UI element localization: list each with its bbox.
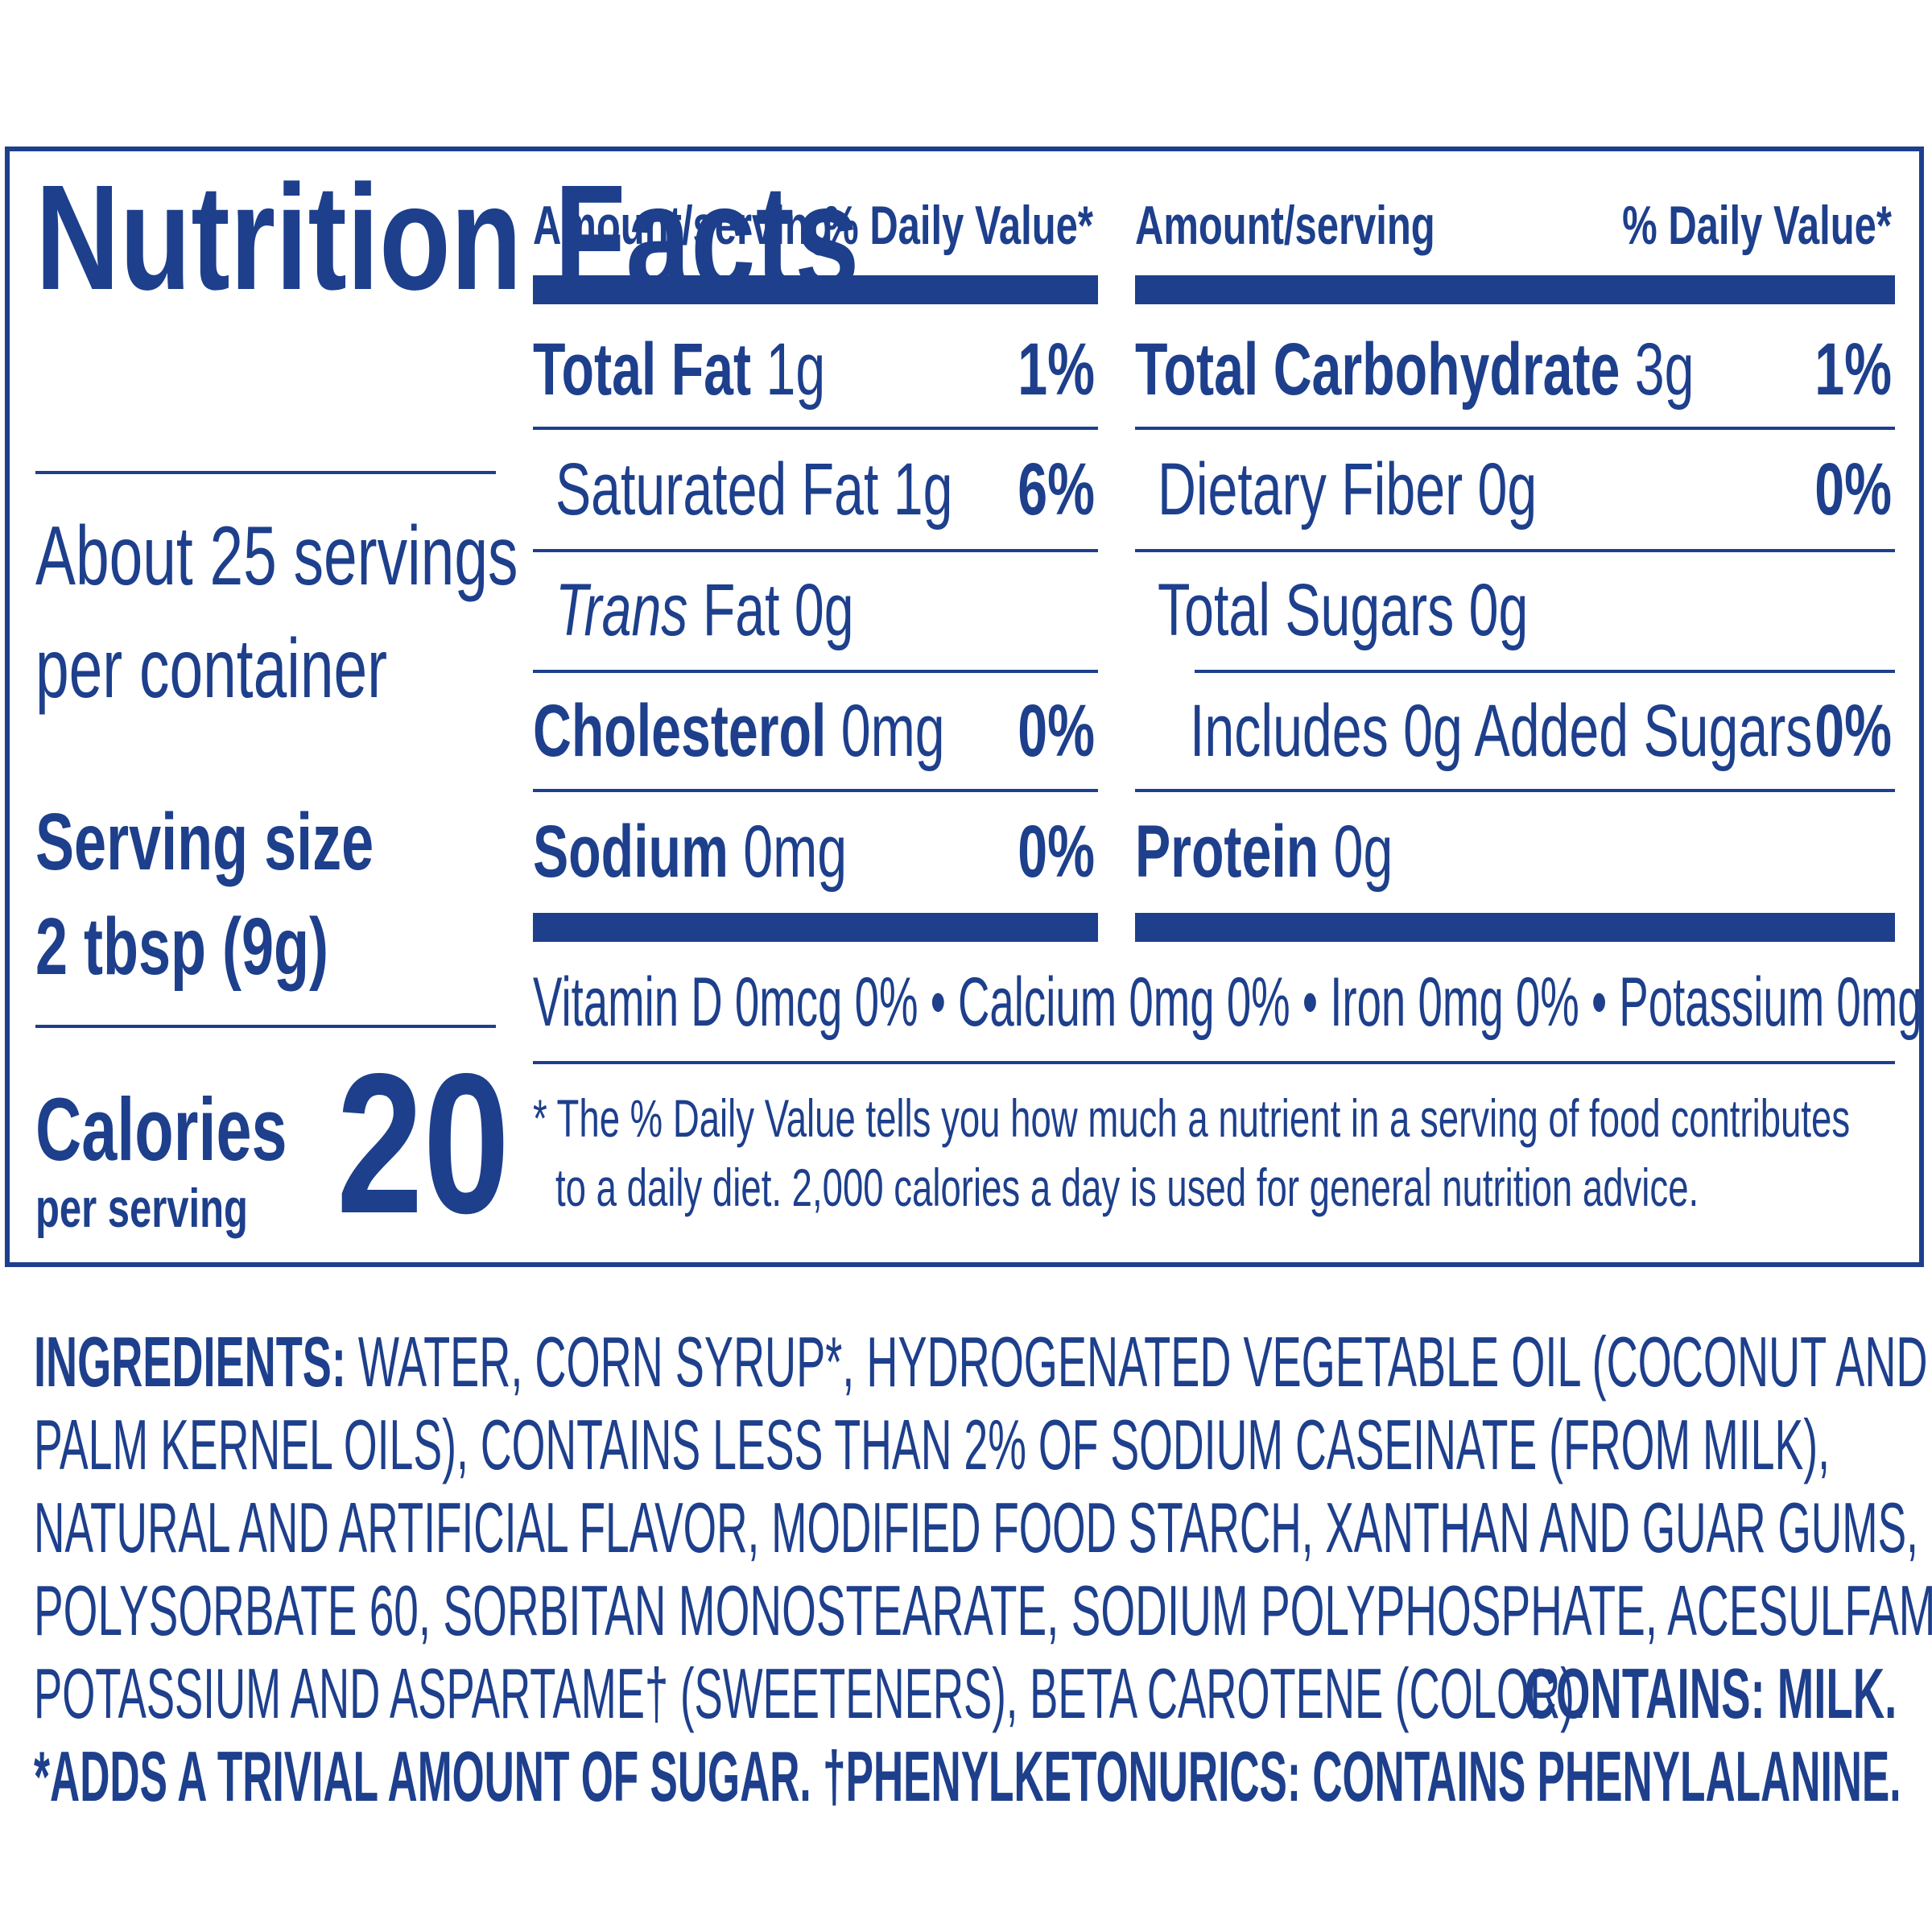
row-trans-fat: Trans Fat 0g: [555, 566, 970, 654]
calories-value: 20: [336, 1038, 559, 1248]
divider: [1195, 670, 1895, 673]
added-sugars-pct: 0%: [1135, 687, 1892, 775]
header-amount-right: Amount/serving: [1135, 193, 1552, 258]
sodium-pct: 0%: [533, 807, 1095, 896]
trans-fat-label: Trans: [555, 569, 688, 651]
saturated-fat-label: Saturated Fat 1g: [555, 448, 953, 530]
trans-fat-amount: Fat 0g: [702, 569, 854, 651]
calories-sub-text: per serving: [35, 1178, 248, 1239]
thick-bar: [1135, 275, 1895, 304]
servings-per-container: About 25 servings: [35, 501, 706, 612]
thick-bar: [533, 275, 1098, 304]
cholesterol-pct: 0%: [533, 687, 1095, 775]
contains-milk: CONTAINS: MILK.: [1111, 1654, 1897, 1733]
thick-bar: [1135, 913, 1895, 942]
header-daily-value-text: % Daily Value*: [824, 195, 1093, 256]
row-total-fat: Total Fat 1g: [533, 325, 939, 414]
divider: [1135, 789, 1895, 792]
total-fat-pct-text: 1%: [1018, 328, 1095, 411]
calories-label-text: Calories: [35, 1080, 287, 1179]
row-total-carbohydrate: Total Carbohydrate 3g: [1135, 325, 1912, 414]
serving-size-value-text: 2 tbsp (9g): [35, 902, 329, 992]
vitamins-line: Vitamin D 0mcg 0% • Calcium 0mg 0% • Iro…: [533, 958, 1932, 1046]
row-saturated-fat: Saturated Fat 1g: [555, 445, 1107, 534]
added-sugars-label: Includes 0g Added Sugars: [1190, 690, 1813, 772]
divider: [533, 789, 1098, 792]
divider: [35, 1025, 496, 1028]
total-fat-label: Total Fat: [533, 328, 752, 411]
total-fat-amount: 1g: [766, 328, 826, 411]
header-daily-value-right-text: % Daily Value*: [1622, 195, 1892, 256]
dietary-fiber-pct: 0%: [1135, 445, 1892, 534]
divider: [533, 549, 1098, 552]
row-total-sugars: Total Sugars 0g: [1158, 566, 1672, 654]
contains-milk-text: CONTAINS: MILK.: [1524, 1653, 1897, 1733]
saturated-fat-pct: 6%: [533, 445, 1095, 534]
ingredients-line-1: INGREDIENTS: WATER, CORN SYRUP*, HYDROGE…: [34, 1323, 1932, 1402]
divider: [1135, 427, 1895, 430]
ingredients-line-2: PALM KERNEL OILS), CONTAINS LESS THAN 2%…: [34, 1406, 1932, 1484]
total-fat-pct: 1%: [533, 325, 1095, 414]
serving-size-label: Serving size: [35, 791, 506, 894]
serving-size-label-text: Serving size: [35, 797, 374, 887]
nutrition-panel: [5, 147, 1924, 1267]
ingredients-text-6: *ADDS A TRIVIAL AMOUNT OF SUGAR. †PHENYL…: [34, 1736, 1901, 1816]
protein-label: Protein: [1135, 811, 1319, 893]
header-amount-text: Amount/serving: [533, 195, 833, 256]
footnote-line-1-text: * The % Daily Value tells you how much a…: [533, 1088, 1851, 1148]
ingredients-line-6: *ADDS A TRIVIAL AMOUNT OF SUGAR. †PHENYL…: [34, 1737, 1932, 1816]
ingredients-text-1: WATER, CORN SYRUP*, HYDROGENATED VEGETAB…: [357, 1322, 1928, 1402]
ingredients-text-4: POLYSORBATE 60, SORBITAN MONOSTEARATE, S…: [34, 1571, 1932, 1650]
footnote-line-2-text: to a daily diet. 2,000 calories a day is…: [555, 1158, 1699, 1217]
row-protein: Protein 0g: [1135, 807, 1493, 896]
footnote-line-2: to a daily diet. 2,000 calories a day is…: [555, 1153, 1932, 1222]
header-amount: Amount/serving: [533, 193, 950, 258]
ingredients-line-5: POTASSIUM AND ASPARTAME† (SWEETENERS), B…: [34, 1654, 1932, 1733]
dietary-fiber-label: Dietary Fiber 0g: [1158, 448, 1538, 530]
thick-bar: [533, 913, 1098, 942]
added-sugars-pct-text: 0%: [1814, 690, 1892, 772]
ingredients-text-3: NATURAL AND ARTIFICIAL FLAVOR, MODIFIED …: [34, 1488, 1918, 1567]
total-carb-amount: 3g: [1634, 328, 1695, 411]
divider: [533, 427, 1098, 430]
total-carb-pct-text: 1%: [1814, 328, 1892, 411]
cholesterol-amount: 0mg: [840, 690, 945, 772]
total-carb-pct: 1%: [1135, 325, 1892, 414]
total-carb-label: Total Carbohydrate: [1135, 328, 1620, 411]
ingredients-line-4: POLYSORBATE 60, SORBITAN MONOSTEARATE, S…: [34, 1571, 1932, 1650]
calories-sub: per serving: [35, 1177, 331, 1240]
serving-size-value: 2 tbsp (9g): [35, 895, 443, 998]
servings-line-2: per container: [35, 622, 388, 716]
divider: [533, 670, 1098, 673]
divider: [35, 471, 496, 474]
cholesterol-label: Cholesterol: [533, 690, 827, 772]
header-daily-value: % Daily Value*: [533, 193, 1093, 258]
saturated-fat-pct-text: 6%: [1018, 448, 1095, 530]
ingredients-label: INGREDIENTS:: [34, 1322, 346, 1402]
sodium-pct-text: 0%: [1018, 811, 1095, 893]
ingredients-line-3: NATURAL AND ARTIFICIAL FLAVOR, MODIFIED …: [34, 1488, 1932, 1567]
footnote-line-1: * The % Daily Value tells you how much a…: [533, 1084, 1932, 1153]
calories-label: Calories: [35, 1079, 385, 1181]
header-amount-right-text: Amount/serving: [1135, 195, 1435, 256]
sodium-amount: 0mg: [743, 811, 848, 893]
row-cholesterol: Cholesterol 0mg: [533, 687, 1105, 775]
header-daily-value-right: % Daily Value*: [1135, 193, 1892, 258]
servings-per-container-2: per container: [35, 613, 524, 724]
row-sodium: Sodium 0mg: [533, 807, 969, 896]
ingredients-text-2: PALM KERNEL OILS), CONTAINS LESS THAN 2%…: [34, 1405, 1831, 1484]
divider: [1135, 549, 1895, 552]
total-sugars-label: Total Sugars 0g: [1158, 569, 1529, 651]
vitamins-text: Vitamin D 0mcg 0% • Calcium 0mg 0% • Iro…: [533, 964, 1932, 1041]
row-added-sugars: Includes 0g Added Sugars: [1190, 687, 1932, 775]
calories-value-text: 20: [336, 1031, 510, 1255]
servings-line-1: About 25 servings: [35, 510, 518, 603]
divider: [533, 1061, 1895, 1064]
protein-amount: 0g: [1333, 811, 1393, 893]
sodium-label: Sodium: [533, 811, 729, 893]
dietary-fiber-pct-text: 0%: [1814, 448, 1892, 530]
row-dietary-fiber: Dietary Fiber 0g: [1158, 445, 1684, 534]
ingredients-text-5: POTASSIUM AND ASPARTAME† (SWEETENERS), B…: [34, 1653, 1587, 1733]
cholesterol-pct-text: 0%: [1018, 690, 1095, 772]
